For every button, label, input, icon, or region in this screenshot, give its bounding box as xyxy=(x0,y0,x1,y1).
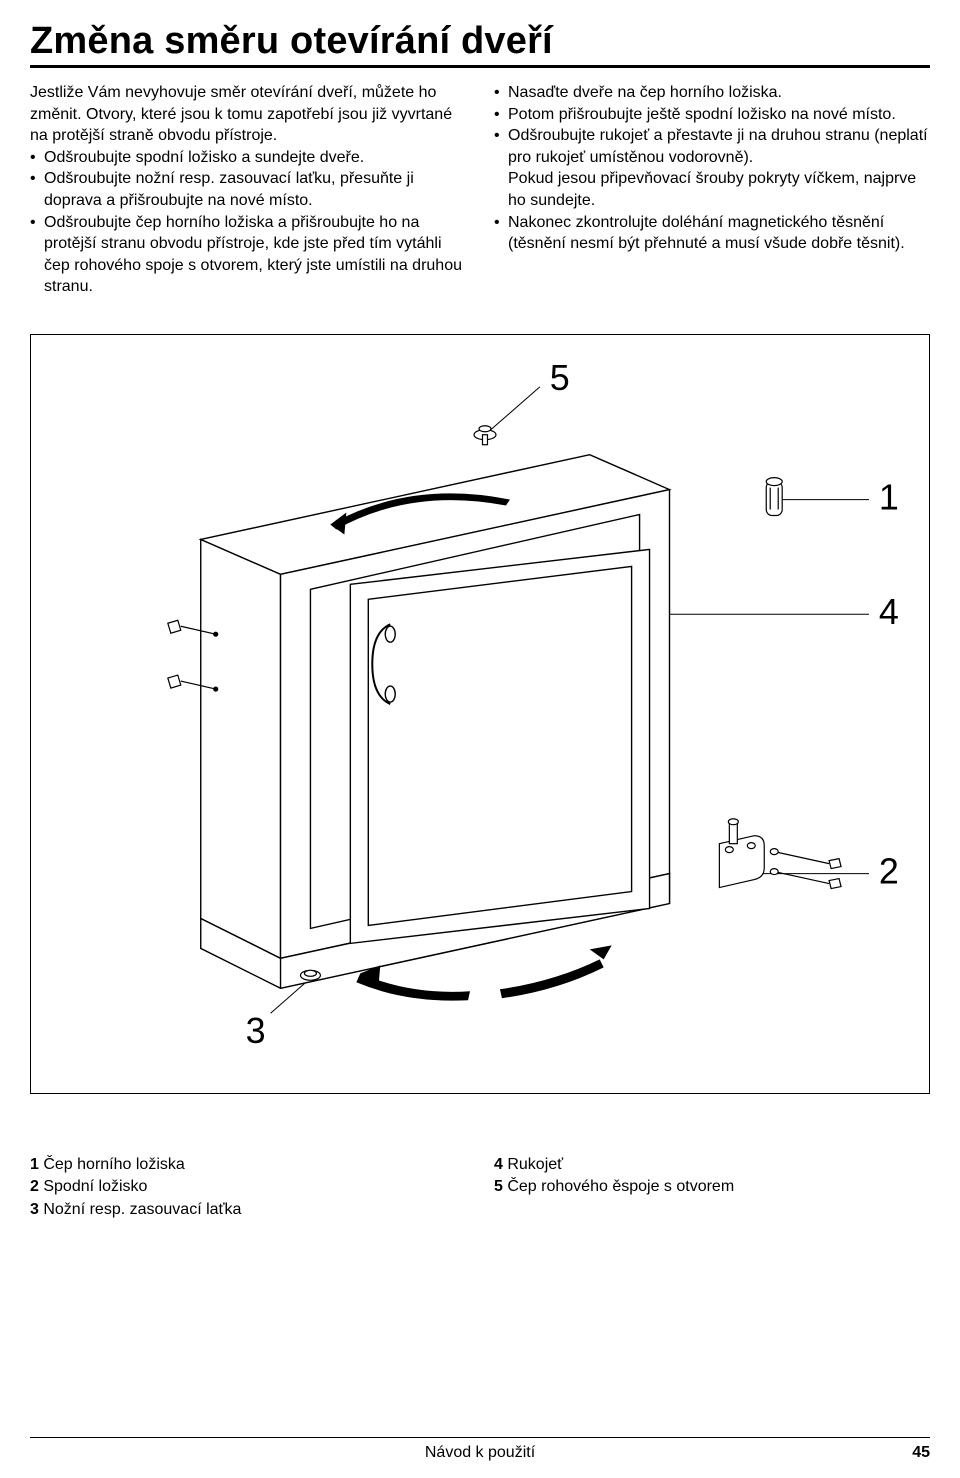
left-column: Jestliže Vám nevyhovuje směr otevírání d… xyxy=(30,82,466,298)
legend-5: 5 Čep rohového ěspoje s otvorem xyxy=(494,1176,930,1198)
left-bullet-2: Odšroubujte nožní resp. zasouvací laťku,… xyxy=(30,168,466,211)
diagram-label-4: 4 xyxy=(879,592,899,632)
legend: 1 Čep horního ložiska 2 Spodní ložisko 3… xyxy=(30,1154,930,1221)
page-number: 45 xyxy=(890,1444,930,1462)
diagram-label-5: 5 xyxy=(550,358,570,398)
text-columns: Jestliže Vám nevyhovuje směr otevírání d… xyxy=(30,82,930,298)
legend-right: 4 Rukojeť 5 Čep rohového ěspoje s otvore… xyxy=(494,1154,930,1221)
legend-4: 4 Rukojeť xyxy=(494,1154,930,1176)
legend-3: 3 Nožní resp. zasouvací laťka xyxy=(30,1199,466,1221)
right-bullet-1: Nasaďte dveře na čep horního ložiska. xyxy=(494,82,930,104)
left-bullet-3: Odšroubujte čep horního ložiska a přišro… xyxy=(30,212,466,298)
page-title: Změna směru otevírání dveří xyxy=(30,20,930,68)
legend-left: 1 Čep horního ložiska 2 Spodní ložisko 3… xyxy=(30,1154,466,1221)
right-bullet-2: Potom přišroubujte ještě spodní ložisko … xyxy=(494,104,930,126)
fridge-diagram: 5 1 4 2 3 xyxy=(31,335,929,1093)
legend-2: 2 Spodní ložisko xyxy=(30,1176,466,1198)
legend-1: 1 Čep horního ložiska xyxy=(30,1154,466,1176)
diagram-label-3: 3 xyxy=(246,1011,266,1051)
page-footer: Návod k použití 45 xyxy=(30,1437,930,1462)
diagram-label-1: 1 xyxy=(879,477,899,517)
right-column: Nasaďte dveře na čep horního ložiska. Po… xyxy=(494,82,930,298)
footer-title: Návod k použití xyxy=(70,1444,890,1462)
diagram-container: 5 1 4 2 3 xyxy=(30,334,930,1094)
intro-text: Jestliže Vám nevyhovuje směr otevírání d… xyxy=(30,82,466,147)
right-bullet-3: Odšroubujte rukojeť a přestavte ji na dr… xyxy=(494,125,930,211)
right-bullet-3-sub: Pokud jesou připevňovací šrouby pokryty … xyxy=(508,168,930,211)
right-bullet-3-text: Odšroubujte rukojeť a přestavte ji na dr… xyxy=(508,127,928,166)
right-bullet-4: Nakonec zkontrolujte doléhání magnetické… xyxy=(494,212,930,255)
left-bullet-1: Odšroubujte spodní ložisko a sundejte dv… xyxy=(30,147,466,169)
diagram-label-2: 2 xyxy=(879,851,899,891)
